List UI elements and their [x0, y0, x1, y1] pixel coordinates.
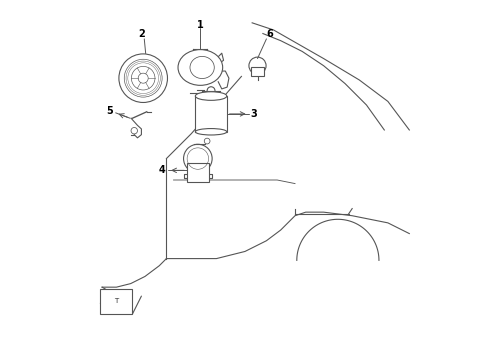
FancyBboxPatch shape: [100, 289, 132, 314]
Text: 4: 4: [159, 165, 166, 175]
Text: 6: 6: [266, 29, 272, 39]
Ellipse shape: [196, 92, 227, 100]
Text: 1: 1: [197, 19, 204, 30]
Ellipse shape: [196, 129, 227, 135]
Text: 2: 2: [138, 29, 145, 39]
Text: 5: 5: [106, 106, 113, 116]
FancyBboxPatch shape: [196, 96, 227, 132]
Text: 3: 3: [250, 109, 257, 119]
Text: T: T: [114, 298, 119, 304]
Ellipse shape: [190, 57, 214, 78]
FancyBboxPatch shape: [187, 163, 209, 182]
FancyBboxPatch shape: [251, 67, 264, 76]
Ellipse shape: [178, 50, 222, 85]
